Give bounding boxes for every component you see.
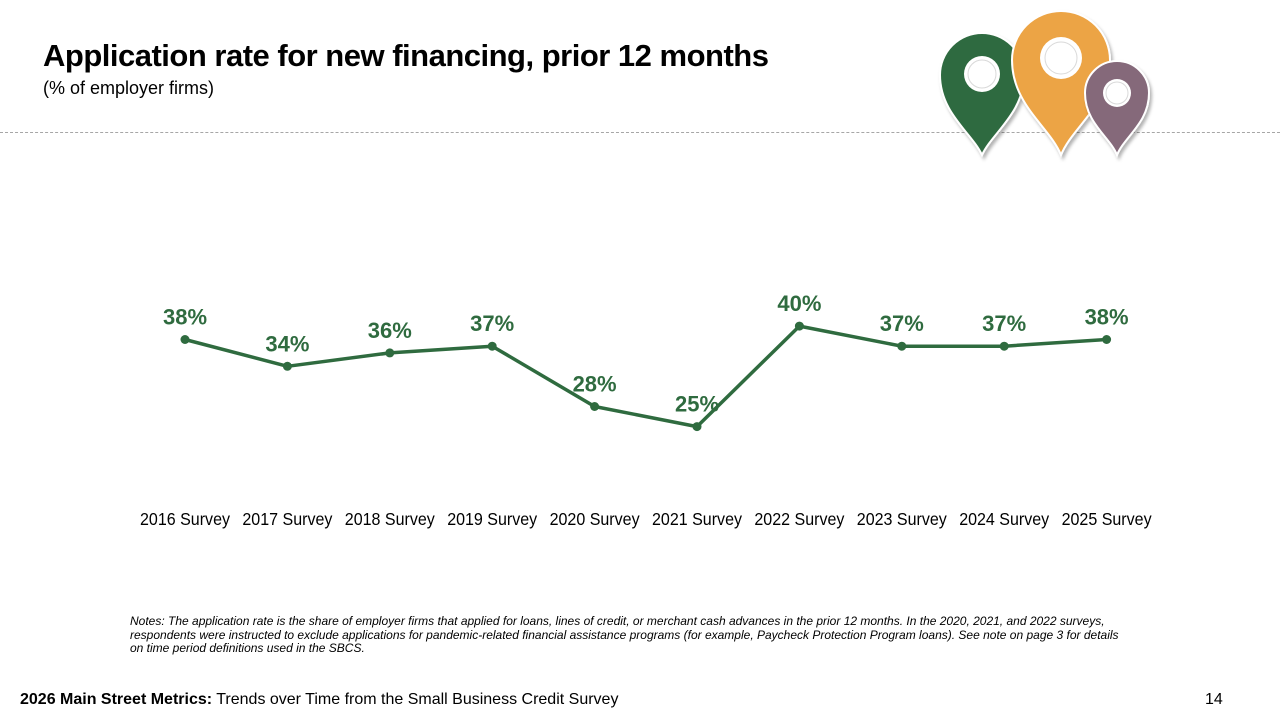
data-point <box>692 422 702 432</box>
data-label: 34% <box>265 331 309 356</box>
data-point <box>282 361 292 371</box>
footer: 2026 Main Street Metrics: Trends over Ti… <box>20 691 618 709</box>
x-tick-label: 2021 Survey <box>652 509 742 529</box>
location-pins-logo <box>938 10 1151 158</box>
data-label: 25% <box>675 392 719 417</box>
data-point <box>590 402 600 411</box>
data-points-group <box>180 321 1112 432</box>
data-label: 28% <box>573 372 617 397</box>
footer-report-name: 2026 Main Street Metrics: <box>20 691 213 708</box>
data-point <box>999 341 1009 351</box>
x-tick-label: 2017 Survey <box>242 509 332 529</box>
data-point <box>1102 335 1112 344</box>
footer-report-subtitle: Trends over Time from the Small Business… <box>212 691 619 708</box>
line-chart: 38% 34% 36% 37% 28% 25% 40% 37% 37% 38% 2016 Surv… <box>140 291 1152 529</box>
page-subtitle: (% of employer firms) <box>43 78 215 98</box>
x-tick-label: 2018 Survey <box>345 509 435 529</box>
x-tick-label: 2019 Survey <box>447 509 537 529</box>
data-label: 37% <box>880 311 924 336</box>
header-divider <box>0 132 1280 133</box>
data-label: 37% <box>982 311 1026 336</box>
x-tick-label: 2024 Survey <box>959 509 1049 529</box>
data-point <box>180 335 190 344</box>
data-point <box>385 348 395 358</box>
chart-notes: Notes: The application rate is the share… <box>130 614 1119 655</box>
data-point <box>487 341 497 351</box>
data-label: 36% <box>368 318 412 343</box>
series-line-group <box>184 324 1107 429</box>
data-label: 37% <box>470 311 514 336</box>
x-tick-label: 2016 Survey <box>140 509 230 529</box>
x-axis-labels: 2016 Survey 2017 Survey 2018 Survey 2019 Su… <box>140 509 1152 529</box>
purple-pin-icon <box>1083 60 1151 158</box>
orange-pin-icon <box>1010 10 1112 158</box>
x-tick-label: 2025 Survey <box>1062 509 1152 529</box>
data-point <box>897 341 907 351</box>
data-labels-group: 38% 34% 36% 37% 28% 25% 40% 37% 37% 38% <box>163 291 1129 417</box>
x-tick-label: 2023 Survey <box>857 509 947 529</box>
data-label: 38% <box>1085 305 1129 330</box>
x-tick-label: 2022 Survey <box>754 509 844 529</box>
data-point <box>794 321 804 331</box>
page-title: Application rate for new financing, prio… <box>43 38 769 73</box>
page-number: 14 <box>1205 691 1223 708</box>
data-label: 38% <box>163 305 207 330</box>
green-pin-icon <box>938 32 1026 158</box>
series-line <box>184 324 1107 429</box>
data-label: 40% <box>777 291 821 316</box>
x-tick-label: 2020 Survey <box>550 509 640 529</box>
